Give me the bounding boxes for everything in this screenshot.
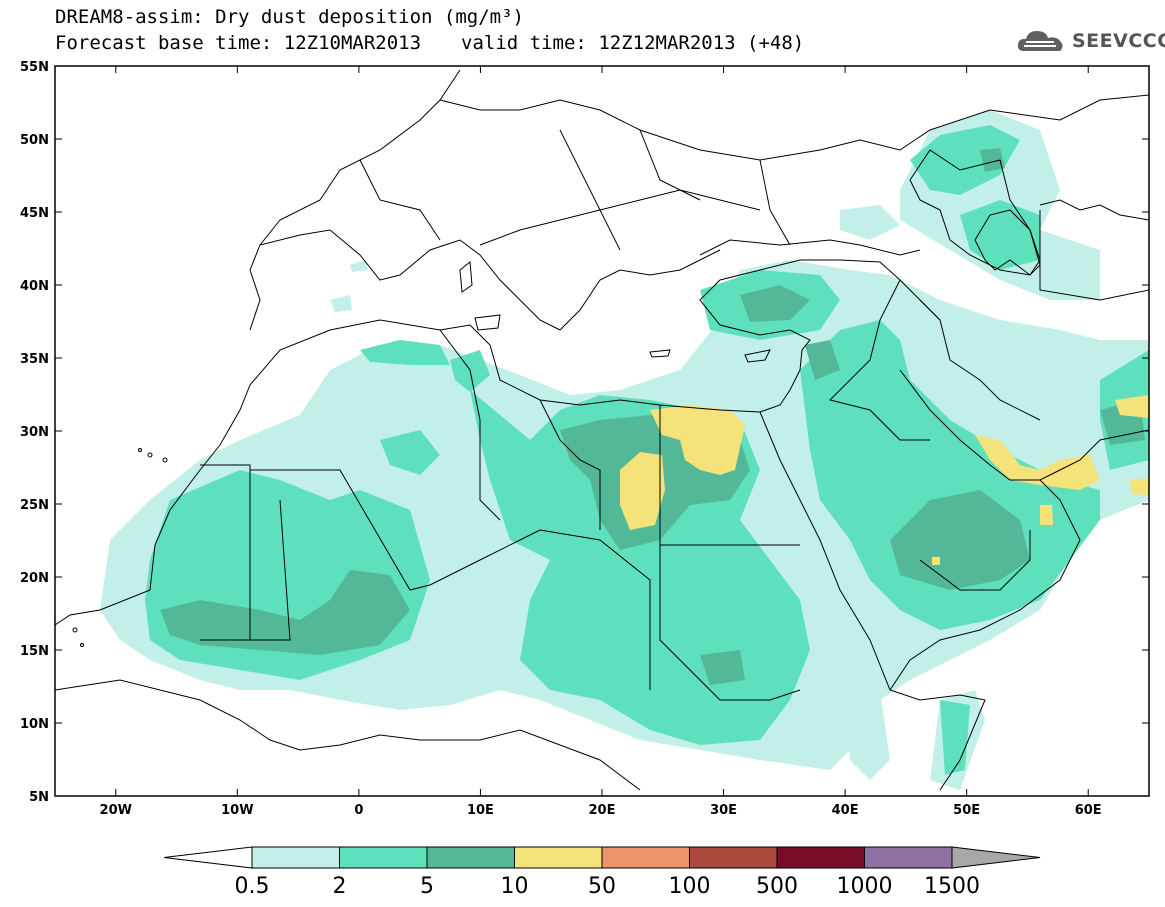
lat-tick-label: 10N — [20, 717, 49, 732]
colorbar-bin — [864, 846, 953, 869]
lon-tick-label: 60E — [1075, 803, 1102, 818]
seevccc-logo: SEEVCCC — [1016, 27, 1165, 55]
colorbar-high-arrow — [951, 846, 1041, 869]
colorbar-label: 0.5 — [235, 874, 270, 899]
deposition-band-10-50 — [620, 395, 1149, 565]
lat-tick-label: 35N — [20, 352, 49, 367]
colorbar-label: 1500 — [924, 874, 980, 899]
colorbar-label: 10 — [501, 874, 529, 899]
colorbar-bin — [776, 846, 865, 869]
lat-tick-label: 15N — [20, 644, 49, 659]
lat-tick-label: 20N — [20, 571, 49, 586]
lon-tick-label: 0 — [354, 803, 363, 818]
colorbar-bin — [514, 846, 603, 869]
lat-tick-label: 25N — [20, 498, 49, 513]
lat-tick-label: 55N — [20, 60, 49, 75]
lon-tick-label: 40E — [832, 803, 859, 818]
chart-title: DREAM8-assim: Dry dust deposition (mg/m³… — [55, 6, 524, 28]
chart-subtitle: Forecast base time: 12Z10MAR2013 valid ti… — [55, 32, 804, 54]
colorbar-bin — [689, 846, 778, 869]
lon-tick-label: 30E — [710, 803, 737, 818]
valid-time: valid time: 12Z12MAR2013 (+48) — [461, 32, 805, 54]
lon-tick-label: 50E — [953, 803, 980, 818]
colorbar-label: 2 — [333, 874, 347, 899]
lat-tick-label: 30N — [20, 425, 49, 440]
dust-deposition-field — [100, 110, 1149, 790]
colorbar-label: 100 — [669, 874, 711, 899]
coastlines-and-borders — [55, 69, 1149, 791]
logo-text: SEEVCCC — [1072, 30, 1165, 52]
colorbar-bin — [601, 846, 690, 869]
lat-tick-label: 40N — [20, 279, 49, 294]
colorbar-bin — [339, 846, 428, 869]
cloud-logo-icon — [1017, 31, 1063, 51]
lat-tick-label: 45N — [20, 206, 49, 221]
lat-tick-label: 5N — [29, 790, 49, 805]
lon-tick-label: 20E — [589, 803, 616, 818]
colorbar-label: 5 — [420, 874, 434, 899]
lon-tick-label: 10E — [467, 803, 494, 818]
colorbar-low-arrow — [163, 846, 253, 869]
forecast-base-time: Forecast base time: 12Z10MAR2013 — [55, 32, 422, 54]
colorbar-label: 50 — [588, 874, 616, 899]
axis-ticks: 20W 10W 0 10E 20E 30E 40E 50E 60E 5N 10N 15N 20N 25N 3… — [20, 60, 1149, 818]
colorbar-bin — [426, 846, 515, 869]
colorbar: 0.5 2 5 10 50 100 500 1000 1500 — [163, 846, 1041, 899]
colorbar-label: 1000 — [837, 874, 893, 899]
lon-tick-label: 10W — [221, 803, 253, 818]
colorbar-bin — [251, 846, 340, 869]
lon-tick-label: 20W — [100, 803, 132, 818]
colorbar-label: 500 — [756, 874, 798, 899]
lat-tick-label: 50N — [20, 133, 49, 148]
